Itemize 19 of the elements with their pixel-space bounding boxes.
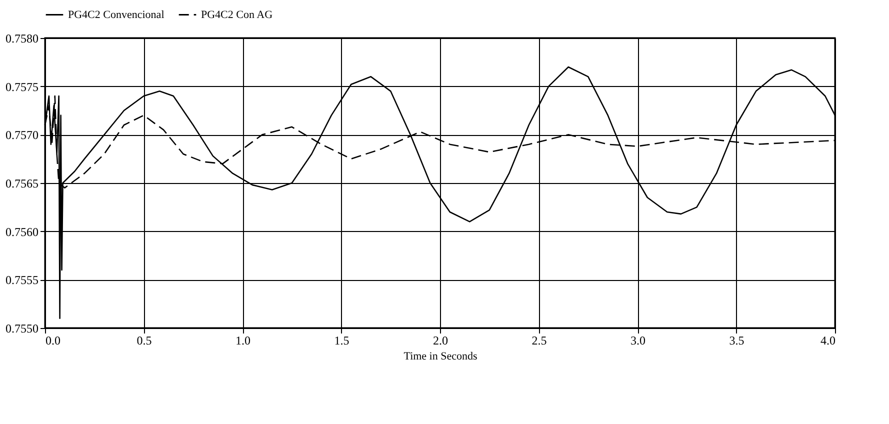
x-tick-label: 1.0 [236,334,250,348]
x-tick-label: 3.0 [630,334,646,348]
x-tick-label: 2.0 [433,334,448,348]
y-tick-label: 0.7565 [6,176,38,190]
y-tick-label: 0.7570 [6,128,38,142]
x-tick-label: 0.5 [136,334,152,348]
y-tick-label: 0.7550 [6,322,38,336]
y-tick-label: 0.7560 [6,224,38,239]
y-tick-label: 0.7580 [6,32,38,46]
x-tick-label: 4.0 [820,334,836,348]
x-tick-label: 0.0 [46,334,60,348]
x-tick-label: 3.5 [729,334,744,348]
legend-label: PG4C2 Convencional [68,8,164,21]
legend-label: PG4C2 Con AG [201,8,273,21]
x-tick-label: 2.5 [532,334,547,348]
y-tick-label: 0.7575 [6,80,38,94]
y-tick-label: 0.7555 [6,273,38,288]
x-tick-label: 1.5 [334,334,350,348]
x-axis-title: Time in Seconds [404,350,478,362]
